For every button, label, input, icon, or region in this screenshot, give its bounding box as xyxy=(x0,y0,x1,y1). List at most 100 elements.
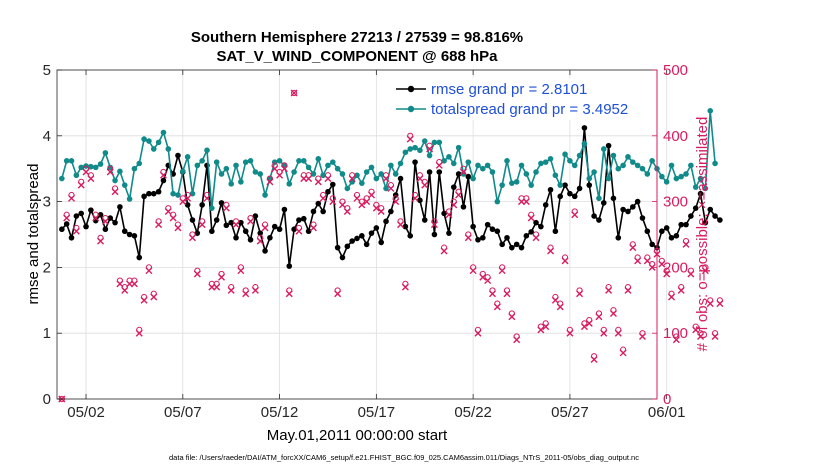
x-tick-label: 05/02 xyxy=(67,404,105,421)
rmse-point xyxy=(717,217,723,223)
totalspread-point xyxy=(533,169,539,175)
obs-assimilated-marker xyxy=(372,204,380,212)
obs-assimilated-marker xyxy=(97,237,105,245)
rmse-point xyxy=(296,217,302,223)
rmse-point xyxy=(63,221,70,227)
totalspread-point xyxy=(252,169,259,175)
totalspread-point xyxy=(233,162,239,169)
totalspread-point xyxy=(688,162,694,169)
totalspread-point xyxy=(446,154,452,160)
totalspread-point xyxy=(325,162,331,169)
obs-assimilated-marker xyxy=(63,214,71,222)
rmse-point xyxy=(146,190,152,197)
legend-label-rmse: rmse grand pr = 2.8101 xyxy=(431,81,587,98)
rmse-point xyxy=(504,234,510,241)
rmse-point xyxy=(131,233,138,239)
obs-assimilated-marker xyxy=(309,224,317,232)
obs-assimilated-marker xyxy=(188,234,196,242)
totalspread-point xyxy=(441,158,447,164)
totalspread-point xyxy=(189,190,196,197)
totalspread-point xyxy=(436,139,443,146)
rmse-point xyxy=(431,231,438,238)
rmse-point xyxy=(223,222,230,229)
obs-assimilated-marker xyxy=(363,198,371,206)
obs-assimilated-marker xyxy=(493,303,501,311)
rmse-point xyxy=(523,233,530,239)
totalspread-point xyxy=(383,185,389,192)
rmse-point xyxy=(562,182,568,188)
rmse-point xyxy=(247,236,254,243)
totalspread-point xyxy=(88,163,94,170)
rmse-point xyxy=(300,215,307,222)
obs-assimilated-marker xyxy=(150,293,158,301)
rmse-point xyxy=(639,215,646,221)
rmse-point xyxy=(509,244,515,251)
obs-assimilated-marker xyxy=(368,191,376,199)
totalspread-point xyxy=(702,185,709,192)
rmse-point xyxy=(615,234,622,241)
totalspread-point xyxy=(504,158,510,164)
totalspread-point xyxy=(209,205,215,211)
obs-assimilated-marker xyxy=(135,329,143,337)
rmse-point xyxy=(184,202,191,208)
obs-assimilated-marker xyxy=(488,290,496,298)
totalspread-point xyxy=(712,160,718,167)
obs-assimilated-marker xyxy=(421,181,429,189)
obs-assimilated-marker xyxy=(609,309,617,317)
x-tick-label: 05/07 xyxy=(164,404,202,421)
obs-assimilated-marker xyxy=(305,175,313,183)
totalspread-point xyxy=(649,158,655,164)
totalspread-point xyxy=(170,190,176,197)
totalspread-point xyxy=(639,165,646,172)
rmse-point xyxy=(417,197,423,204)
rmse-point xyxy=(460,204,467,210)
rmse-point xyxy=(126,231,133,238)
y-axis-label-right: # of obs: o=possible; ×=assimilated xyxy=(694,117,711,352)
obs-assimilated-marker xyxy=(411,194,419,202)
rmse-point xyxy=(136,254,143,261)
obs-assimilated-marker xyxy=(711,332,719,340)
totalspread-point xyxy=(538,160,544,167)
totalspread-point xyxy=(175,192,181,198)
totalspread-point xyxy=(320,172,326,179)
obs-assimilated-marker xyxy=(382,175,390,183)
totalspread-point xyxy=(518,162,525,169)
totalspread-point xyxy=(678,173,684,180)
obs-assimilated-marker xyxy=(237,267,245,275)
totalspread-point xyxy=(513,179,520,185)
series-obs-assimilated xyxy=(58,89,724,403)
x-tick-label: 05/27 xyxy=(551,404,589,421)
totalspread-point xyxy=(204,147,210,154)
rmse-point xyxy=(571,193,578,200)
totalspread-point xyxy=(218,171,225,177)
obs-assimilated-marker xyxy=(164,207,172,215)
rmse-point xyxy=(528,229,534,235)
totalspread-point xyxy=(146,138,152,144)
legend-marker-rmse xyxy=(407,85,415,93)
obs-assimilated-marker xyxy=(174,224,182,232)
rmse-point xyxy=(402,223,409,230)
obs-assimilated-marker xyxy=(169,214,177,222)
rmse-point xyxy=(702,219,709,226)
obs-assimilated-marker xyxy=(203,194,211,202)
totalspread-point xyxy=(388,162,394,169)
obs-assimilated-marker xyxy=(576,290,584,298)
obs-assimilated-marker xyxy=(87,175,95,183)
totalspread-point xyxy=(165,146,172,152)
chart-title-line2: SAT_V_WIND_COMPONENT @ 688 hPa xyxy=(216,48,498,65)
obs-assimilated-marker xyxy=(561,257,569,265)
obs-assimilated-marker xyxy=(271,165,279,173)
y-axis-label-left: rmse and totalspread xyxy=(25,164,42,305)
obs-assimilated-marker xyxy=(266,178,274,186)
totalspread-point xyxy=(300,158,307,164)
obs-assimilated-marker xyxy=(605,286,613,294)
rmse-point xyxy=(150,190,157,197)
y-left-tick-label: 0 xyxy=(43,391,51,408)
totalspread-point xyxy=(581,140,588,147)
rmse-point xyxy=(475,236,481,243)
rmse-point xyxy=(78,210,84,217)
totalspread-point xyxy=(262,192,268,198)
rmse-point xyxy=(581,125,588,131)
obs-assimilated-marker xyxy=(643,257,651,265)
totalspread-point xyxy=(180,168,186,175)
